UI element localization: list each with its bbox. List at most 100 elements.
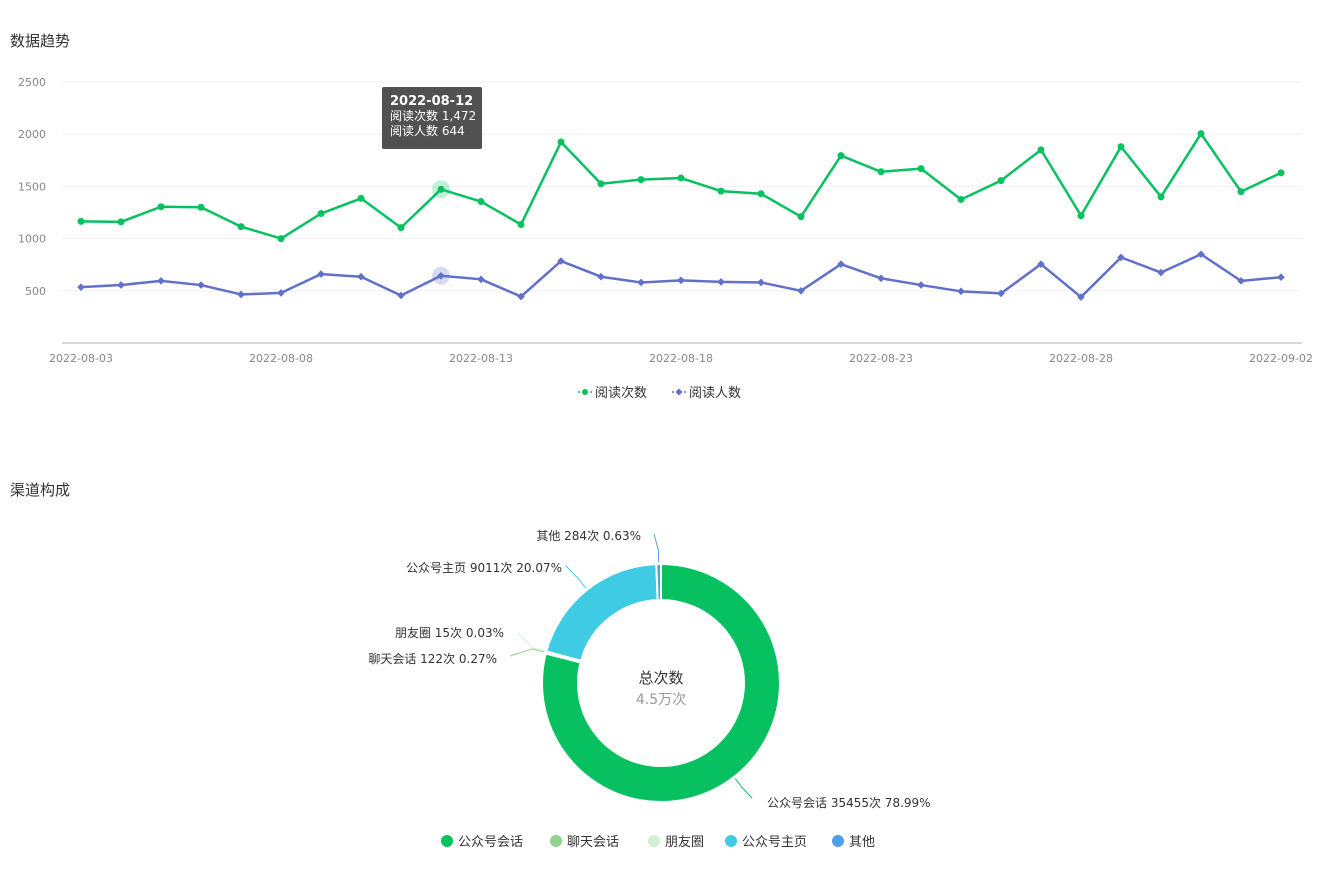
- data-point[interactable]: [397, 291, 405, 300]
- data-point[interactable]: [117, 281, 125, 289]
- donut-slice[interactable]: [545, 563, 659, 663]
- data-point[interactable]: [357, 194, 365, 202]
- slice-label-line: [734, 778, 753, 799]
- data-point[interactable]: [1077, 293, 1085, 301]
- data-point[interactable]: [517, 292, 525, 301]
- data-point[interactable]: [437, 271, 445, 280]
- data-point[interactable]: [357, 272, 365, 281]
- tooltip-date: 2022-08-12: [390, 94, 474, 109]
- data-point[interactable]: [637, 278, 645, 287]
- data-point[interactable]: [77, 217, 85, 225]
- pie-legend-item[interactable]: 其他: [832, 835, 875, 850]
- pie-legend-item[interactable]: 朋友圈: [648, 834, 704, 850]
- legend-item-readers[interactable]: 阅读人数: [672, 386, 741, 401]
- data-point[interactable]: [957, 287, 965, 296]
- data-point[interactable]: [1237, 277, 1245, 285]
- data-point[interactable]: [157, 203, 165, 211]
- data-point[interactable]: [717, 187, 725, 195]
- data-point[interactable]: [277, 289, 285, 297]
- data-point[interactable]: [837, 152, 845, 160]
- data-point[interactable]: [677, 174, 685, 182]
- data-point[interactable]: [557, 257, 565, 265]
- pie-legend-item[interactable]: 公众号主页: [725, 835, 807, 850]
- data-point[interactable]: [1117, 253, 1125, 262]
- data-point[interactable]: [1157, 193, 1165, 201]
- data-point[interactable]: [877, 274, 885, 283]
- y-tick-label: 2000: [18, 128, 46, 141]
- data-point[interactable]: [317, 210, 325, 218]
- channel-section-title: 渠道构成: [10, 481, 71, 499]
- pie-legend-item[interactable]: 公众号会话: [441, 835, 523, 850]
- x-tick-label: 2022-08-08: [249, 352, 313, 365]
- slice-label-line: [517, 632, 545, 652]
- data-point[interactable]: [157, 277, 165, 285]
- data-point[interactable]: [277, 235, 285, 243]
- data-point[interactable]: [1117, 143, 1125, 151]
- donut-slice[interactable]: [545, 650, 583, 663]
- donut-slice[interactable]: [541, 562, 781, 803]
- x-tick-label: 2022-08-18: [649, 352, 713, 365]
- pie-legend-item[interactable]: 聊天会话: [550, 835, 619, 850]
- slice-label: 其他 284次 0.63%: [536, 529, 641, 543]
- data-point[interactable]: [77, 283, 85, 291]
- data-point[interactable]: [797, 287, 805, 295]
- legend-dot: [550, 835, 562, 847]
- chart-tooltip: 2022-08-12 阅读次数 1,472 阅读人数 644: [382, 87, 482, 149]
- data-point[interactable]: [597, 180, 605, 188]
- data-point[interactable]: [877, 168, 885, 176]
- data-point[interactable]: [917, 165, 925, 173]
- data-point[interactable]: [1277, 273, 1285, 282]
- data-point[interactable]: [117, 218, 125, 226]
- data-point[interactable]: [837, 260, 845, 268]
- data-point[interactable]: [997, 177, 1005, 185]
- slice-label: 朋友圈 15次 0.03%: [395, 626, 504, 640]
- legend-label: 阅读人数: [689, 386, 741, 401]
- data-point[interactable]: [717, 278, 725, 286]
- x-tick-label: 2022-08-13: [449, 352, 513, 365]
- data-point[interactable]: [797, 213, 805, 221]
- data-point[interactable]: [1157, 268, 1165, 277]
- data-point[interactable]: [637, 176, 645, 184]
- y-tick-label: 2500: [18, 76, 46, 89]
- legend-label: 阅读次数: [595, 385, 647, 401]
- data-point[interactable]: [1077, 212, 1085, 220]
- slice-label: 公众号会话 35455次 78.99%: [767, 796, 931, 810]
- slice-label: 公众号主页 9011次 20.07%: [406, 561, 562, 575]
- data-point[interactable]: [477, 198, 485, 206]
- data-point[interactable]: [597, 272, 605, 281]
- data-point[interactable]: [757, 190, 765, 198]
- data-point[interactable]: [677, 276, 685, 285]
- data-point[interactable]: [517, 221, 525, 229]
- legend-marker: [675, 388, 683, 396]
- data-point[interactable]: [317, 270, 325, 278]
- data-point[interactable]: [237, 223, 245, 231]
- data-point[interactable]: [1237, 188, 1245, 196]
- data-point[interactable]: [917, 281, 925, 289]
- data-point[interactable]: [757, 278, 765, 287]
- data-point[interactable]: [1277, 169, 1285, 177]
- donut-center-title: 总次数: [638, 669, 683, 687]
- data-point[interactable]: [1197, 250, 1205, 259]
- data-point[interactable]: [477, 275, 485, 284]
- data-point[interactable]: [1037, 146, 1045, 154]
- data-point[interactable]: [997, 289, 1005, 298]
- data-point[interactable]: [957, 195, 965, 203]
- data-point[interactable]: [237, 290, 245, 299]
- legend-item-reads[interactable]: 阅读次数: [578, 385, 647, 401]
- tooltip-reads: 阅读次数 1,472: [390, 109, 477, 123]
- data-point[interactable]: [557, 138, 565, 146]
- data-point[interactable]: [397, 224, 405, 232]
- legend-dot: [441, 835, 453, 847]
- donut-slice[interactable]: [655, 562, 662, 602]
- data-point[interactable]: [197, 203, 205, 211]
- data-point[interactable]: [197, 281, 205, 289]
- data-point[interactable]: [437, 185, 445, 193]
- x-tick-label: 2022-08-28: [1049, 352, 1113, 365]
- y-tick-label: 500: [25, 285, 46, 298]
- donut-slice[interactable]: [544, 650, 583, 664]
- data-point[interactable]: [1037, 260, 1045, 268]
- x-tick-label: 2022-08-23: [849, 352, 913, 365]
- data-point[interactable]: [1197, 130, 1205, 138]
- legend-dot: [725, 835, 737, 847]
